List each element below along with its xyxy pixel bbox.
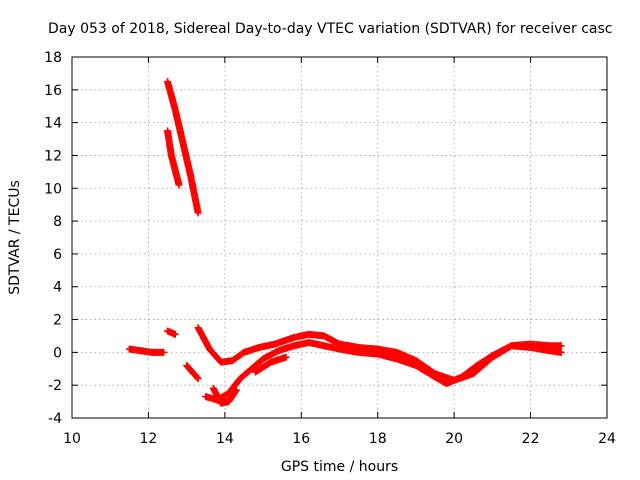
- x-tick-label: 18: [369, 431, 387, 447]
- data-point: [160, 348, 168, 356]
- series-track-i: [251, 353, 290, 376]
- y-tick-label: 14: [44, 116, 62, 132]
- data-point: [194, 375, 202, 383]
- axis-ticks: [71, 56, 608, 419]
- x-tick-label: 20: [445, 431, 463, 447]
- y-tick-label: 8: [53, 214, 62, 230]
- data-point: [282, 353, 290, 361]
- y-tick-label: -2: [48, 378, 62, 394]
- series-track-d: [164, 327, 179, 338]
- data-point: [232, 386, 240, 394]
- x-tick-label: 24: [598, 431, 616, 447]
- x-axis-label: GPS time / hours: [281, 459, 398, 475]
- y-tick-label: 2: [53, 313, 62, 329]
- y-tick-label: 10: [44, 181, 62, 197]
- data-point: [557, 342, 565, 350]
- series-track-e: [183, 361, 202, 383]
- series-track-h: [209, 384, 240, 407]
- y-tick-label: 6: [53, 247, 62, 263]
- y-tick-label: 4: [53, 280, 62, 296]
- y-tick-label: 12: [44, 148, 62, 164]
- data-point: [557, 348, 565, 356]
- x-tick-label: 22: [522, 431, 540, 447]
- series-track-c: [164, 127, 183, 189]
- y-tick-label: -4: [48, 411, 62, 427]
- series-track-a: [125, 345, 168, 356]
- x-tick-label: 10: [63, 431, 81, 447]
- y-tick-label: 16: [44, 83, 62, 99]
- data-point: [175, 181, 183, 189]
- y-tick-label: 18: [44, 50, 62, 66]
- data-point: [193, 374, 201, 382]
- y-tick-label: 0: [53, 345, 62, 361]
- series-track-b: [164, 78, 202, 217]
- data-points: [125, 78, 565, 407]
- grid: [72, 57, 607, 418]
- plot-frame: [71, 56, 608, 419]
- x-tick-label: 14: [216, 431, 234, 447]
- series-track-g: [202, 339, 565, 404]
- data-point: [171, 330, 179, 338]
- x-tick-label: 16: [292, 431, 310, 447]
- data-point: [194, 209, 202, 217]
- x-tick-label: 12: [140, 431, 158, 447]
- chart-title: Day 053 of 2018, Sidereal Day-to-day VTE…: [48, 21, 612, 37]
- y-axis-label: SDTVAR / TECUs: [7, 180, 23, 295]
